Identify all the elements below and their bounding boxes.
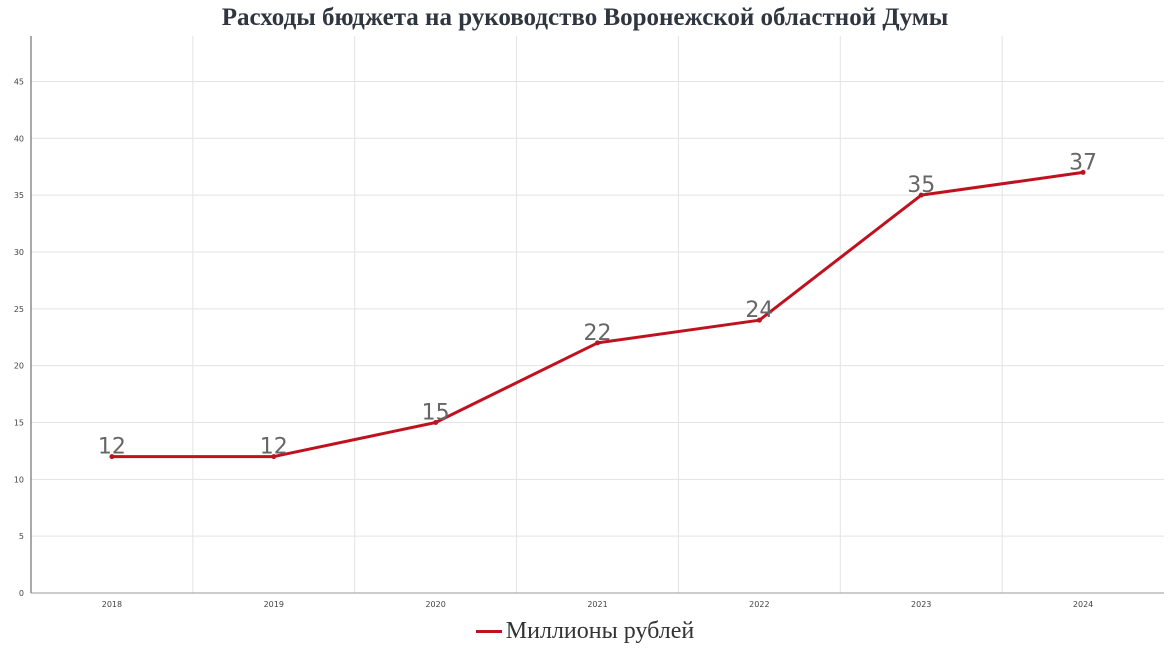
x-tick-label: 2018: [102, 600, 122, 609]
y-tick-label: 25: [14, 305, 24, 314]
legend-label: Миллионы рублей: [505, 618, 695, 644]
data-label: 35: [907, 173, 935, 198]
data-point: [756, 317, 762, 323]
x-axis-ticks: 2018 2019 2020 2021 2022 2023 2024: [102, 600, 1094, 609]
x-tick-label: 2022: [749, 600, 769, 609]
data-point: [595, 340, 600, 346]
data-label: 37: [1069, 150, 1097, 175]
legend[interactable]: Миллионы рублей: [0, 618, 1170, 645]
data-point: [918, 192, 924, 198]
y-tick-label: 15: [14, 418, 24, 427]
x-tick-label: 2021: [587, 600, 607, 609]
y-tick-label: 10: [14, 475, 24, 484]
data-label: 24: [745, 298, 773, 323]
legend-swatch: [475, 630, 502, 633]
y-tick-label: 45: [14, 77, 24, 86]
series-line: [111, 170, 1084, 459]
data-labels: 12 12 15 22 24 35 37: [98, 150, 1097, 459]
data-label: 12: [260, 435, 288, 460]
data-point: [271, 454, 277, 460]
grid-lines: [31, 36, 1164, 593]
y-tick-label: 20: [14, 362, 24, 371]
data-label: 12: [98, 435, 126, 460]
data-point: [1080, 169, 1086, 175]
x-tick-label: 2020: [425, 600, 445, 609]
data-label: 22: [584, 321, 612, 346]
y-tick-label: 5: [19, 532, 24, 541]
series-layer: [109, 169, 1086, 460]
x-tick-label: 2024: [1073, 600, 1093, 609]
y-tick-label: 40: [14, 134, 24, 143]
x-tick-label: 2019: [264, 600, 284, 609]
axes: [30, 36, 1164, 594]
y-tick-label: 0: [19, 589, 24, 598]
x-tick-label: 2023: [911, 600, 931, 609]
data-point: [433, 419, 439, 425]
y-tick-label: 30: [14, 248, 24, 257]
chart-title: Расходы бюджета на руководство Воронежск…: [221, 4, 949, 31]
data-point: [109, 454, 115, 460]
data-label: 15: [422, 400, 450, 425]
y-axis-ticks: 0 5 10 15 20 25 30 35 40 45: [14, 77, 24, 598]
y-tick-label: 35: [14, 191, 24, 200]
